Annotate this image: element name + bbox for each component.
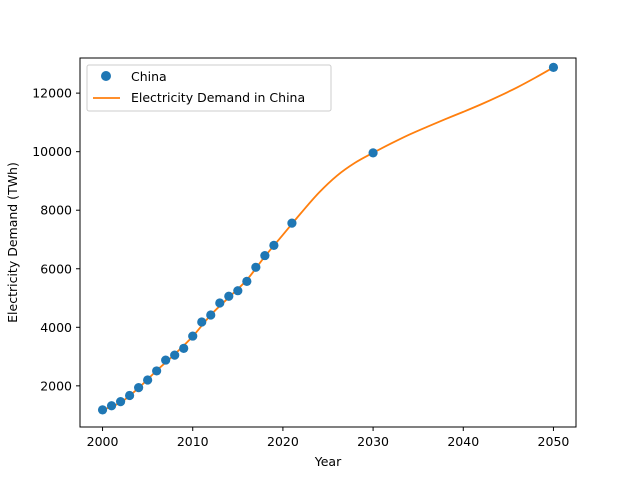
axes: 2000 2010 2020 2030 2040 2050 2000 4000 6000 8000…: [32, 57, 577, 449]
y-tick-label-2000: 2000: [40, 378, 72, 393]
legend-label-electricity-demand: Electricity Demand in China: [131, 90, 305, 105]
data-point-china-2016: [242, 276, 252, 286]
data-point-china-2015: [233, 286, 243, 296]
legend-marker-china: [101, 71, 111, 81]
data-point-china-2009: [179, 343, 189, 353]
data-point-china-2010: [188, 331, 198, 341]
x-tick-label-2030: 2030: [357, 434, 389, 449]
data-point-china-2001: [106, 401, 117, 411]
x-tick-label-2050: 2050: [538, 434, 570, 449]
legend: China Electricity Demand in China: [86, 64, 332, 112]
axes-frame: [79, 57, 577, 428]
legend-frame: [86, 64, 332, 112]
data-point-china-2050: [548, 62, 559, 72]
data-point-china-2008: [170, 350, 180, 360]
data-point-china-2018: [260, 250, 270, 261]
data-point-china-2002: [115, 397, 126, 407]
data-point-china-2021: [287, 218, 297, 228]
data-point-china-2030: [368, 148, 378, 158]
x-tick-label-2010: 2010: [177, 434, 209, 449]
plot-area: [97, 62, 559, 415]
data-point-china-2006: [152, 366, 162, 376]
y-tick-label-8000: 8000: [40, 203, 72, 218]
data-point-china-2004: [134, 383, 144, 393]
data-point-china-2012: [206, 310, 216, 320]
data-point-china-2011: [197, 317, 207, 327]
x-tick-label-2000: 2000: [87, 434, 119, 449]
data-point-china-2005: [143, 375, 153, 385]
data-point-china-2019: [269, 240, 279, 250]
x-tick-label-2040: 2040: [447, 434, 479, 449]
data-point-china-2014: [224, 291, 234, 301]
data-point-china-2000: [97, 405, 108, 415]
data-point-china-2013: [215, 298, 225, 308]
data-point-china-2007: [161, 355, 171, 365]
y-tick-label-12000: 12000: [32, 86, 72, 101]
data-point-china-2003: [125, 390, 135, 401]
y-tick-label-6000: 6000: [40, 261, 72, 276]
y-tick-label-10000: 10000: [32, 144, 72, 159]
y-tick-label-4000: 4000: [40, 320, 72, 335]
y-axis-label: Electricity Demand (TWh): [5, 162, 20, 323]
x-tick-label-2020: 2020: [267, 434, 299, 449]
x-axis-label: Year: [314, 454, 342, 469]
legend-label-china: China: [131, 69, 167, 84]
data-point-china-2017: [251, 262, 261, 272]
